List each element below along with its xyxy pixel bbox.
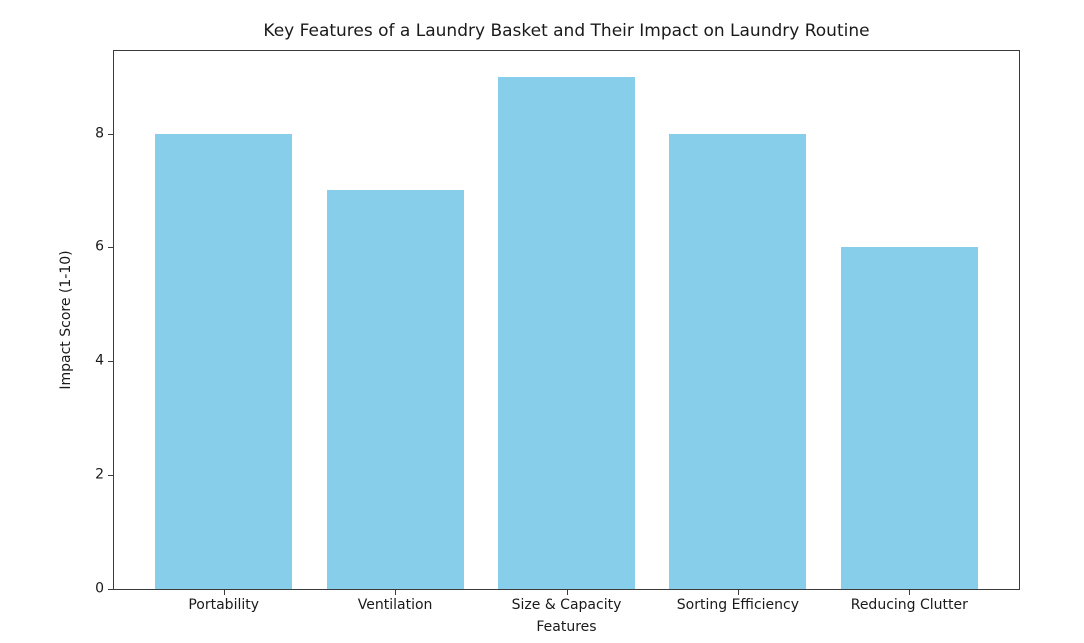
x-tick-label: Ventilation <box>357 597 433 613</box>
x-tick-label: Portability <box>188 597 260 613</box>
x-tick-mark <box>566 590 568 595</box>
y-tick-label: 0 <box>95 580 104 597</box>
y-tick-label: 6 <box>95 239 104 256</box>
bar-ventilation <box>326 190 464 589</box>
bar-size-capacity <box>497 76 636 589</box>
x-axis-label: Features <box>536 619 597 635</box>
chart-title: Key Features of a Laundry Basket and The… <box>263 21 870 41</box>
x-tick-label: Size & Capacity <box>511 597 622 613</box>
y-tick-label: 8 <box>95 125 104 142</box>
x-tick-label: Reducing Clutter <box>850 597 968 613</box>
bar-sorting-efficiency <box>669 133 807 589</box>
y-tick-mark <box>108 475 113 477</box>
x-tick-mark <box>737 590 739 595</box>
bar-portability <box>155 133 293 589</box>
y-tick-mark <box>108 133 113 135</box>
bar-reducing-clutter <box>840 247 978 589</box>
y-tick-mark <box>108 247 113 249</box>
plot-area: Portability Ventilation Size & Capacity Sor… <box>95 50 1020 613</box>
y-tick-mark <box>108 361 113 363</box>
x-tick-mark <box>223 590 225 595</box>
x-tick-mark <box>395 590 397 595</box>
x-tick-label: Sorting Efficiency <box>676 597 800 613</box>
y-tick-mark <box>108 589 113 590</box>
y-tick-label: 4 <box>95 352 104 369</box>
y-tick-label: 2 <box>95 466 104 483</box>
y-axis-label: Impact Score (1-10) <box>58 250 74 390</box>
x-tick-mark <box>909 590 911 595</box>
